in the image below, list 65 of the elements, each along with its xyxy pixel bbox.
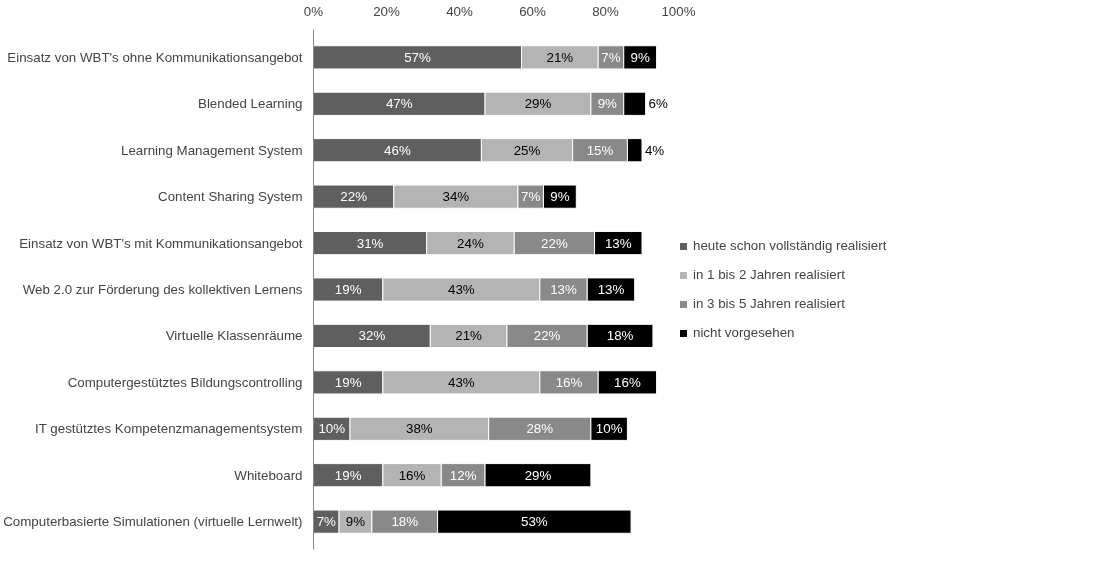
legend-label: heute schon vollständig realisiert [693, 238, 887, 253]
data-label: 9% [345, 514, 366, 530]
data-label: 57% [404, 49, 432, 65]
data-label: 12% [449, 467, 477, 483]
legend-label: nicht vorgesehen [693, 325, 795, 340]
data-label: 16% [614, 374, 641, 390]
y-tick-label: Content Sharing System [158, 189, 303, 205]
legend-label: in 1 bis 2 Jahren realisiert [693, 267, 845, 282]
legend-label: in 3 bis 5 Jahren realisiert [693, 296, 845, 311]
data-label: 16% [398, 467, 426, 483]
data-label: 25% [513, 142, 541, 158]
y-tick-label: Einsatz von WBT's mit Kommunikationsangebot [19, 235, 303, 251]
y-tick-label: Web 2.0 zur Förderung des kollektiven Lernens [22, 282, 303, 297]
data-label: 24% [457, 235, 484, 251]
x-tick-label: 0% [303, 3, 324, 19]
x-tick-label: 60% [519, 3, 546, 19]
data-label: 22% [533, 328, 561, 344]
data-label: 18% [391, 514, 419, 530]
y-tick-label: IT gestütztes Kompetenzmanagementsystem [35, 421, 303, 437]
data-label: 34% [442, 189, 470, 205]
x-tick-label: 100% [661, 3, 696, 19]
data-label: 9% [550, 189, 570, 205]
data-label: 19% [334, 467, 362, 483]
data-label: 28% [526, 421, 554, 437]
data-label: 13% [550, 282, 578, 297]
y-tick-label: Whiteboard [234, 467, 303, 483]
data-label: 19% [334, 374, 362, 390]
x-tick-label: 20% [373, 3, 400, 19]
data-label: 53% [520, 514, 548, 530]
data-label: 32% [358, 328, 386, 344]
data-label: 43% [447, 282, 475, 297]
data-label: 9% [597, 96, 618, 112]
y-tick-label: Blended Learning [198, 96, 303, 112]
data-label: 21% [546, 49, 574, 65]
x-tick-label: 40% [446, 3, 473, 19]
data-label: 13% [604, 235, 632, 251]
data-label: 43% [447, 374, 475, 390]
data-label: 7% [601, 49, 621, 65]
data-label: 22% [340, 189, 368, 205]
y-tick-label: Einsatz von WBT's ohne Kommunikationsangebot [7, 49, 303, 65]
data-label: 38% [406, 421, 433, 437]
data-label: 15% [586, 142, 614, 158]
y-tick-label: Learning Management System [120, 142, 303, 158]
data-label: 10% [595, 421, 623, 437]
data-label: 7% [521, 189, 541, 205]
data-label: 7% [316, 514, 337, 530]
data-label: 16% [555, 374, 583, 390]
data-label: 13% [597, 282, 625, 297]
data-label: 6% [648, 96, 668, 112]
data-label: 10% [318, 421, 346, 437]
y-tick-label: Computerbasierte Simulationen (virtuelle Lernwelt) [3, 514, 303, 530]
data-label: 22% [541, 235, 568, 251]
data-label: 4% [644, 142, 665, 158]
data-label: 18% [606, 328, 634, 344]
data-label: 47% [385, 96, 413, 112]
x-tick-label: 80% [592, 3, 619, 19]
data-label: 9% [630, 49, 650, 65]
data-label: 46% [384, 142, 411, 158]
y-tick-label: Computergestütztes Bildungscontrolling [67, 374, 303, 390]
data-label: 19% [334, 282, 362, 297]
data-label: 29% [524, 467, 552, 483]
data-label: 31% [356, 235, 384, 251]
data-label: 29% [524, 96, 552, 112]
y-tick-label: Virtuelle Klassenräume [165, 328, 303, 344]
data-label: 21% [455, 328, 483, 344]
